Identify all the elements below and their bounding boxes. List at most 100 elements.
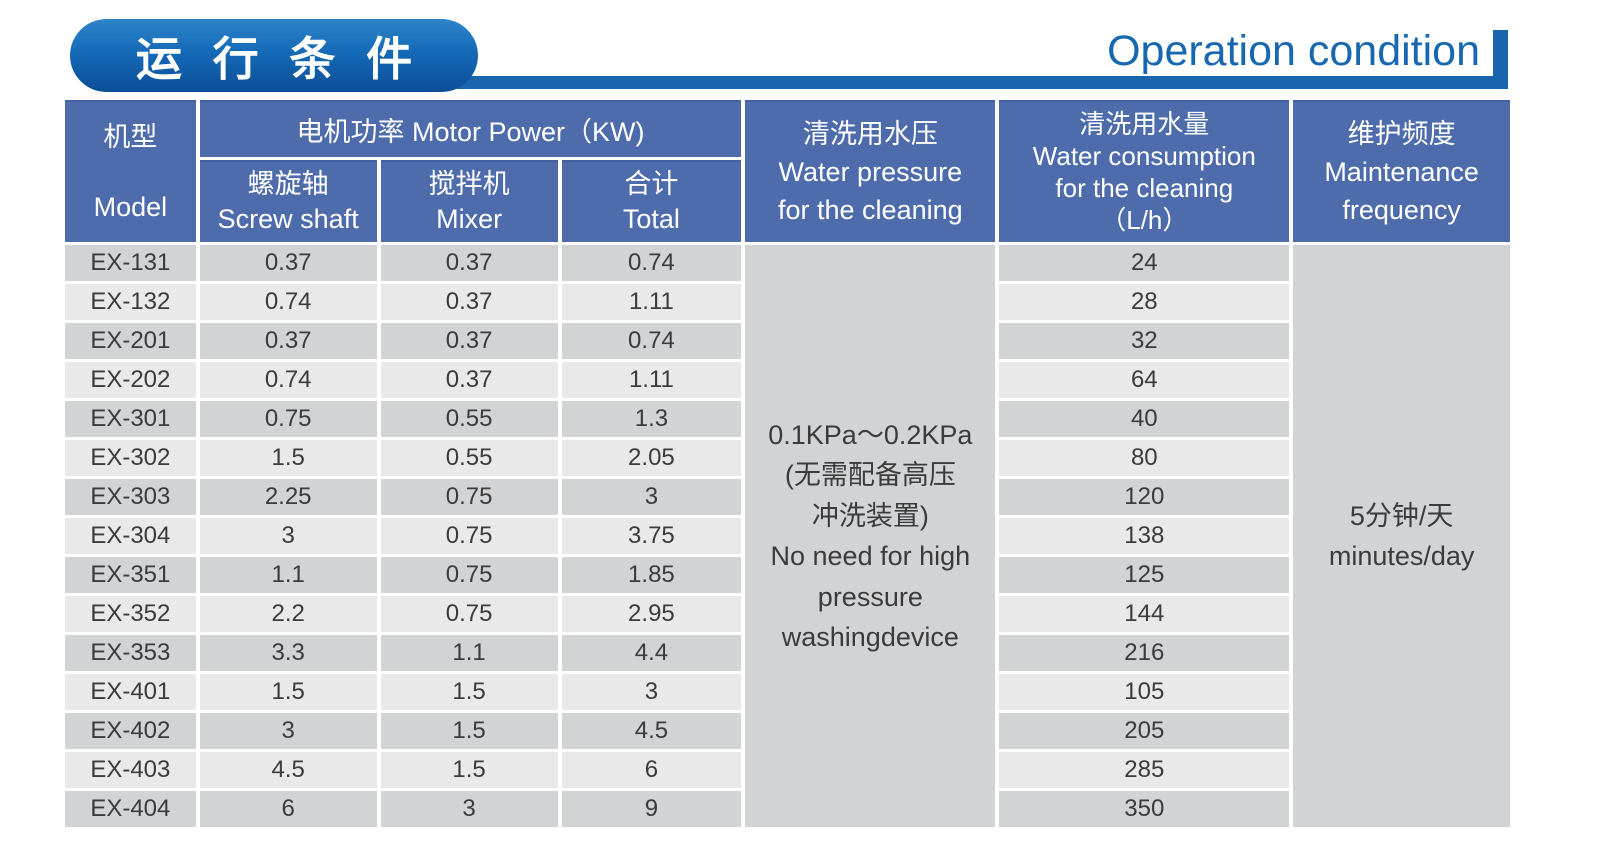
table-row: EX-303 2.25 0.75 3 120 [65,479,1510,516]
cell-total: 6 [561,752,742,789]
cell-model: EX-401 [65,674,196,711]
cell-mixer: 1.1 [380,635,558,672]
cell-screw-shaft: 0.75 [199,401,377,438]
cell-water-consumption: 125 [999,557,1290,594]
table-row: EX-131 0.37 0.37 0.74 0.1KPa～0.2KPa (无需配备高压 … [65,245,1510,828]
cell-screw-shaft: 0.74 [199,362,377,399]
cell-model: EX-353 [65,635,196,672]
cell-water-consumption: 28 [999,284,1290,321]
cell-water-consumption: 285 [999,752,1290,789]
table-row: EX-401 1.5 1.5 3 105 [65,674,1510,711]
cell-water-consumption: 32 [999,323,1290,360]
cell-mixer: 0.37 [380,245,558,282]
table-row: EX-302 1.5 0.55 2.05 80 [65,440,1510,477]
cell-screw-shaft: 0.37 [199,323,377,360]
cell-mixer: 0.37 [380,362,558,399]
table-row: EX-132 0.74 0.37 1.11 28 [65,284,1510,321]
table-row: EX-304 3 0.75 3.75 138 [65,518,1510,555]
header-water-pressure: 清洗用水压 Water pressure for the cleaning [745,100,996,243]
header-maintenance: 维护频度 Maintenance frequency [1293,100,1510,243]
table-row: EX-201 0.37 0.37 0.74 32 [65,323,1510,360]
cell-model: EX-202 [65,362,196,399]
cell-total: 3 [561,674,742,711]
cell-mixer: 1.5 [380,713,558,750]
cell-total: 0.74 [561,323,742,360]
header-row-2: 螺旋轴 Screw shaft 搅拌机 Mixer 合计 Total [65,160,1510,243]
cell-total: 3.75 [561,518,742,555]
water-pressure-merged-cell: 0.1KPa～0.2KPa (无需配备高压 冲洗装置) No need for … [745,245,996,828]
cell-screw-shaft: 3.3 [199,635,377,672]
table-row: EX-351 1.1 0.75 1.85 125 [65,557,1510,594]
cell-model: EX-303 [65,479,196,516]
maintenance-merged-cell: 5分钟/天 minutes/day [1293,245,1510,828]
cell-screw-shaft: 3 [199,518,377,555]
header-total: 合计 Total [561,160,742,243]
table-body: EX-131 0.37 0.37 0.74 0.1KPa～0.2KPa (无需配备高压 … [65,245,1510,828]
cell-mixer: 0.75 [380,596,558,633]
header-row-1: 机型 Model 电机功率 Motor Power（KW) 清洗用水压 Wate… [65,100,1510,243]
cell-screw-shaft: 2.25 [199,479,377,516]
cell-total: 0.74 [561,245,742,282]
header-mixer: 搅拌机 Mixer [380,160,558,243]
cell-model: EX-302 [65,440,196,477]
cell-screw-shaft: 4.5 [199,752,377,789]
cell-screw-shaft: 0.37 [199,245,377,282]
cell-screw-shaft: 1.1 [199,557,377,594]
cell-mixer: 0.55 [380,401,558,438]
cell-total: 1.3 [561,401,742,438]
cell-water-consumption: 80 [999,440,1290,477]
cell-mixer: 0.75 [380,518,558,555]
cell-mixer: 0.37 [380,284,558,321]
cell-mixer: 3 [380,791,558,828]
cell-water-consumption: 216 [999,635,1290,672]
cell-model: EX-132 [65,284,196,321]
cell-water-consumption: 40 [999,401,1290,438]
cell-mixer: 0.55 [380,440,558,477]
cell-model: EX-404 [65,791,196,828]
cell-model: EX-403 [65,752,196,789]
table-row: EX-353 3.3 1.1 4.4 216 [65,635,1510,672]
cell-total: 1.11 [561,284,742,321]
cell-total: 3 [561,479,742,516]
cell-total: 2.05 [561,440,742,477]
page-title-en: Operation condition [1107,27,1480,75]
title-underline-bar [330,76,1508,89]
cell-mixer: 0.37 [380,323,558,360]
operation-condition-table: 机型 Model 电机功率 Motor Power（KW) 清洗用水压 Wate… [61,97,1514,830]
table-header: 机型 Model 电机功率 Motor Power（KW) 清洗用水压 Wate… [65,100,1510,243]
cell-screw-shaft: 3 [199,713,377,750]
cell-screw-shaft: 2.2 [199,596,377,633]
cell-total: 2.95 [561,596,742,633]
cell-screw-shaft: 1.5 [199,440,377,477]
cell-water-consumption: 205 [999,713,1290,750]
table-row: EX-202 0.74 0.37 1.11 64 [65,362,1510,399]
cell-total: 1.11 [561,362,742,399]
cell-mixer: 0.75 [380,479,558,516]
header-screw-shaft: 螺旋轴 Screw shaft [199,160,377,243]
header-motor-power-group: 电机功率 Motor Power（KW) [199,100,742,158]
cell-mixer: 0.75 [380,557,558,594]
cell-total: 1.85 [561,557,742,594]
cell-screw-shaft: 1.5 [199,674,377,711]
cell-water-consumption: 64 [999,362,1290,399]
cell-mixer: 1.5 [380,752,558,789]
cell-water-consumption: 144 [999,596,1290,633]
cell-screw-shaft: 6 [199,791,377,828]
cell-model: EX-351 [65,557,196,594]
cell-water-consumption: 24 [999,245,1290,282]
table-row: EX-402 3 1.5 4.5 205 [65,713,1510,750]
cell-model: EX-201 [65,323,196,360]
cell-water-consumption: 105 [999,674,1290,711]
table-row: EX-301 0.75 0.55 1.3 40 [65,401,1510,438]
title-right-accent-bar [1493,30,1508,89]
cell-screw-shaft: 0.74 [199,284,377,321]
table-row: EX-403 4.5 1.5 6 285 [65,752,1510,789]
header-water-consumption: 清洗用水量 Water consumption for the cleaning… [999,100,1290,243]
cell-model: EX-301 [65,401,196,438]
page-title-cn: 运 行 条 件 [135,32,422,85]
header-model: 机型 Model [65,100,196,243]
cell-water-consumption: 120 [999,479,1290,516]
cell-model: EX-131 [65,245,196,282]
cell-water-consumption: 138 [999,518,1290,555]
cell-model: EX-352 [65,596,196,633]
